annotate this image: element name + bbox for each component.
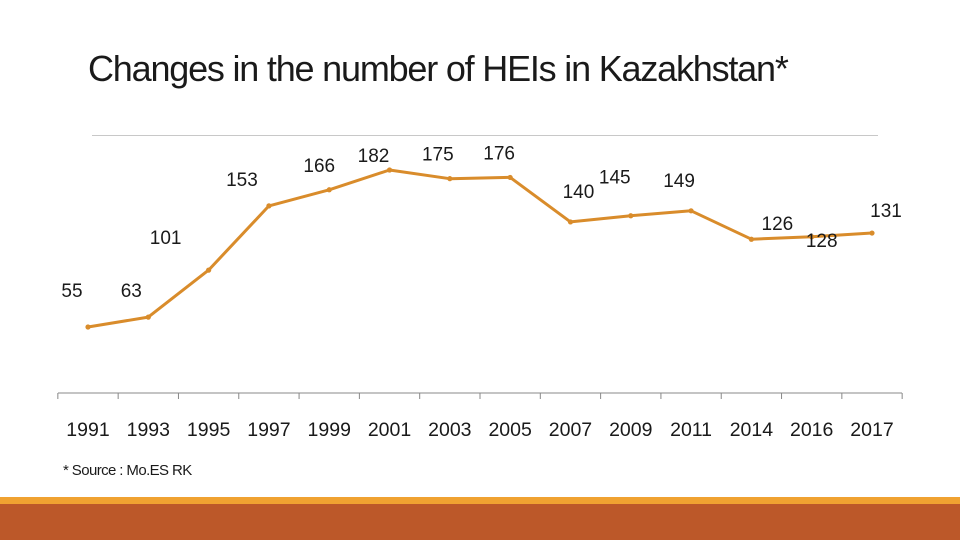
data-label: 126 — [762, 214, 794, 235]
source-footnote: * Source : Mo.ES RK — [63, 462, 192, 479]
data-label: 63 — [121, 281, 142, 302]
data-label: 140 — [563, 182, 595, 203]
data-label: 149 — [663, 171, 695, 192]
x-tick-label: 2009 — [609, 419, 652, 441]
data-label: 176 — [483, 143, 515, 164]
data-label: 182 — [358, 146, 390, 167]
x-tick-label: 2011 — [670, 419, 712, 441]
data-point — [145, 314, 151, 320]
x-tick-label: 1997 — [247, 419, 290, 441]
data-label: 175 — [422, 145, 454, 166]
slide-title: Changes in the number of HEIs in Kazakhs… — [88, 48, 789, 89]
x-axis — [57, 392, 903, 399]
data-label: 145 — [599, 168, 631, 189]
x-tick-label: 1991 — [66, 419, 109, 441]
series-line-layer — [86, 168, 874, 329]
data-point — [326, 187, 332, 193]
data-point — [748, 236, 754, 242]
data-point — [507, 174, 513, 181]
data-point-layer — [85, 167, 875, 330]
data-label: 131 — [870, 201, 902, 222]
data-point — [809, 234, 815, 240]
x-tick-label: 2017 — [850, 419, 893, 441]
title-divider — [92, 135, 878, 136]
data-point — [869, 230, 875, 236]
series-line — [86, 168, 874, 329]
data-label: 101 — [150, 228, 182, 249]
data-label: 128 — [806, 231, 838, 252]
data-point — [386, 167, 393, 173]
x-tick-label: 2001 — [368, 419, 411, 441]
data-point — [688, 208, 694, 214]
data-point — [266, 203, 272, 209]
x-tick-label: 2007 — [549, 419, 592, 441]
x-tick-label: 1993 — [127, 419, 170, 441]
x-tick-label-layer: 1991 1993 1995 1997 1999 2001 2003 2005 2007 2009… — [66, 419, 893, 441]
data-point — [567, 219, 574, 225]
footer-accent-band — [0, 497, 960, 504]
data-point — [447, 176, 453, 182]
data-label: 166 — [303, 156, 335, 177]
x-tick-label: 1999 — [308, 419, 351, 441]
x-tick-label: 2016 — [790, 419, 833, 441]
x-tick-label: 2005 — [488, 419, 532, 441]
data-point — [206, 267, 212, 273]
data-point — [85, 324, 91, 330]
x-tick-label: 2003 — [428, 419, 471, 441]
x-tick-label: 2014 — [730, 419, 774, 441]
footer-band — [0, 504, 960, 540]
data-point — [628, 213, 634, 219]
x-tick-label: 1995 — [187, 419, 231, 441]
data-label: 55 — [61, 281, 82, 302]
data-label: 153 — [226, 170, 258, 191]
